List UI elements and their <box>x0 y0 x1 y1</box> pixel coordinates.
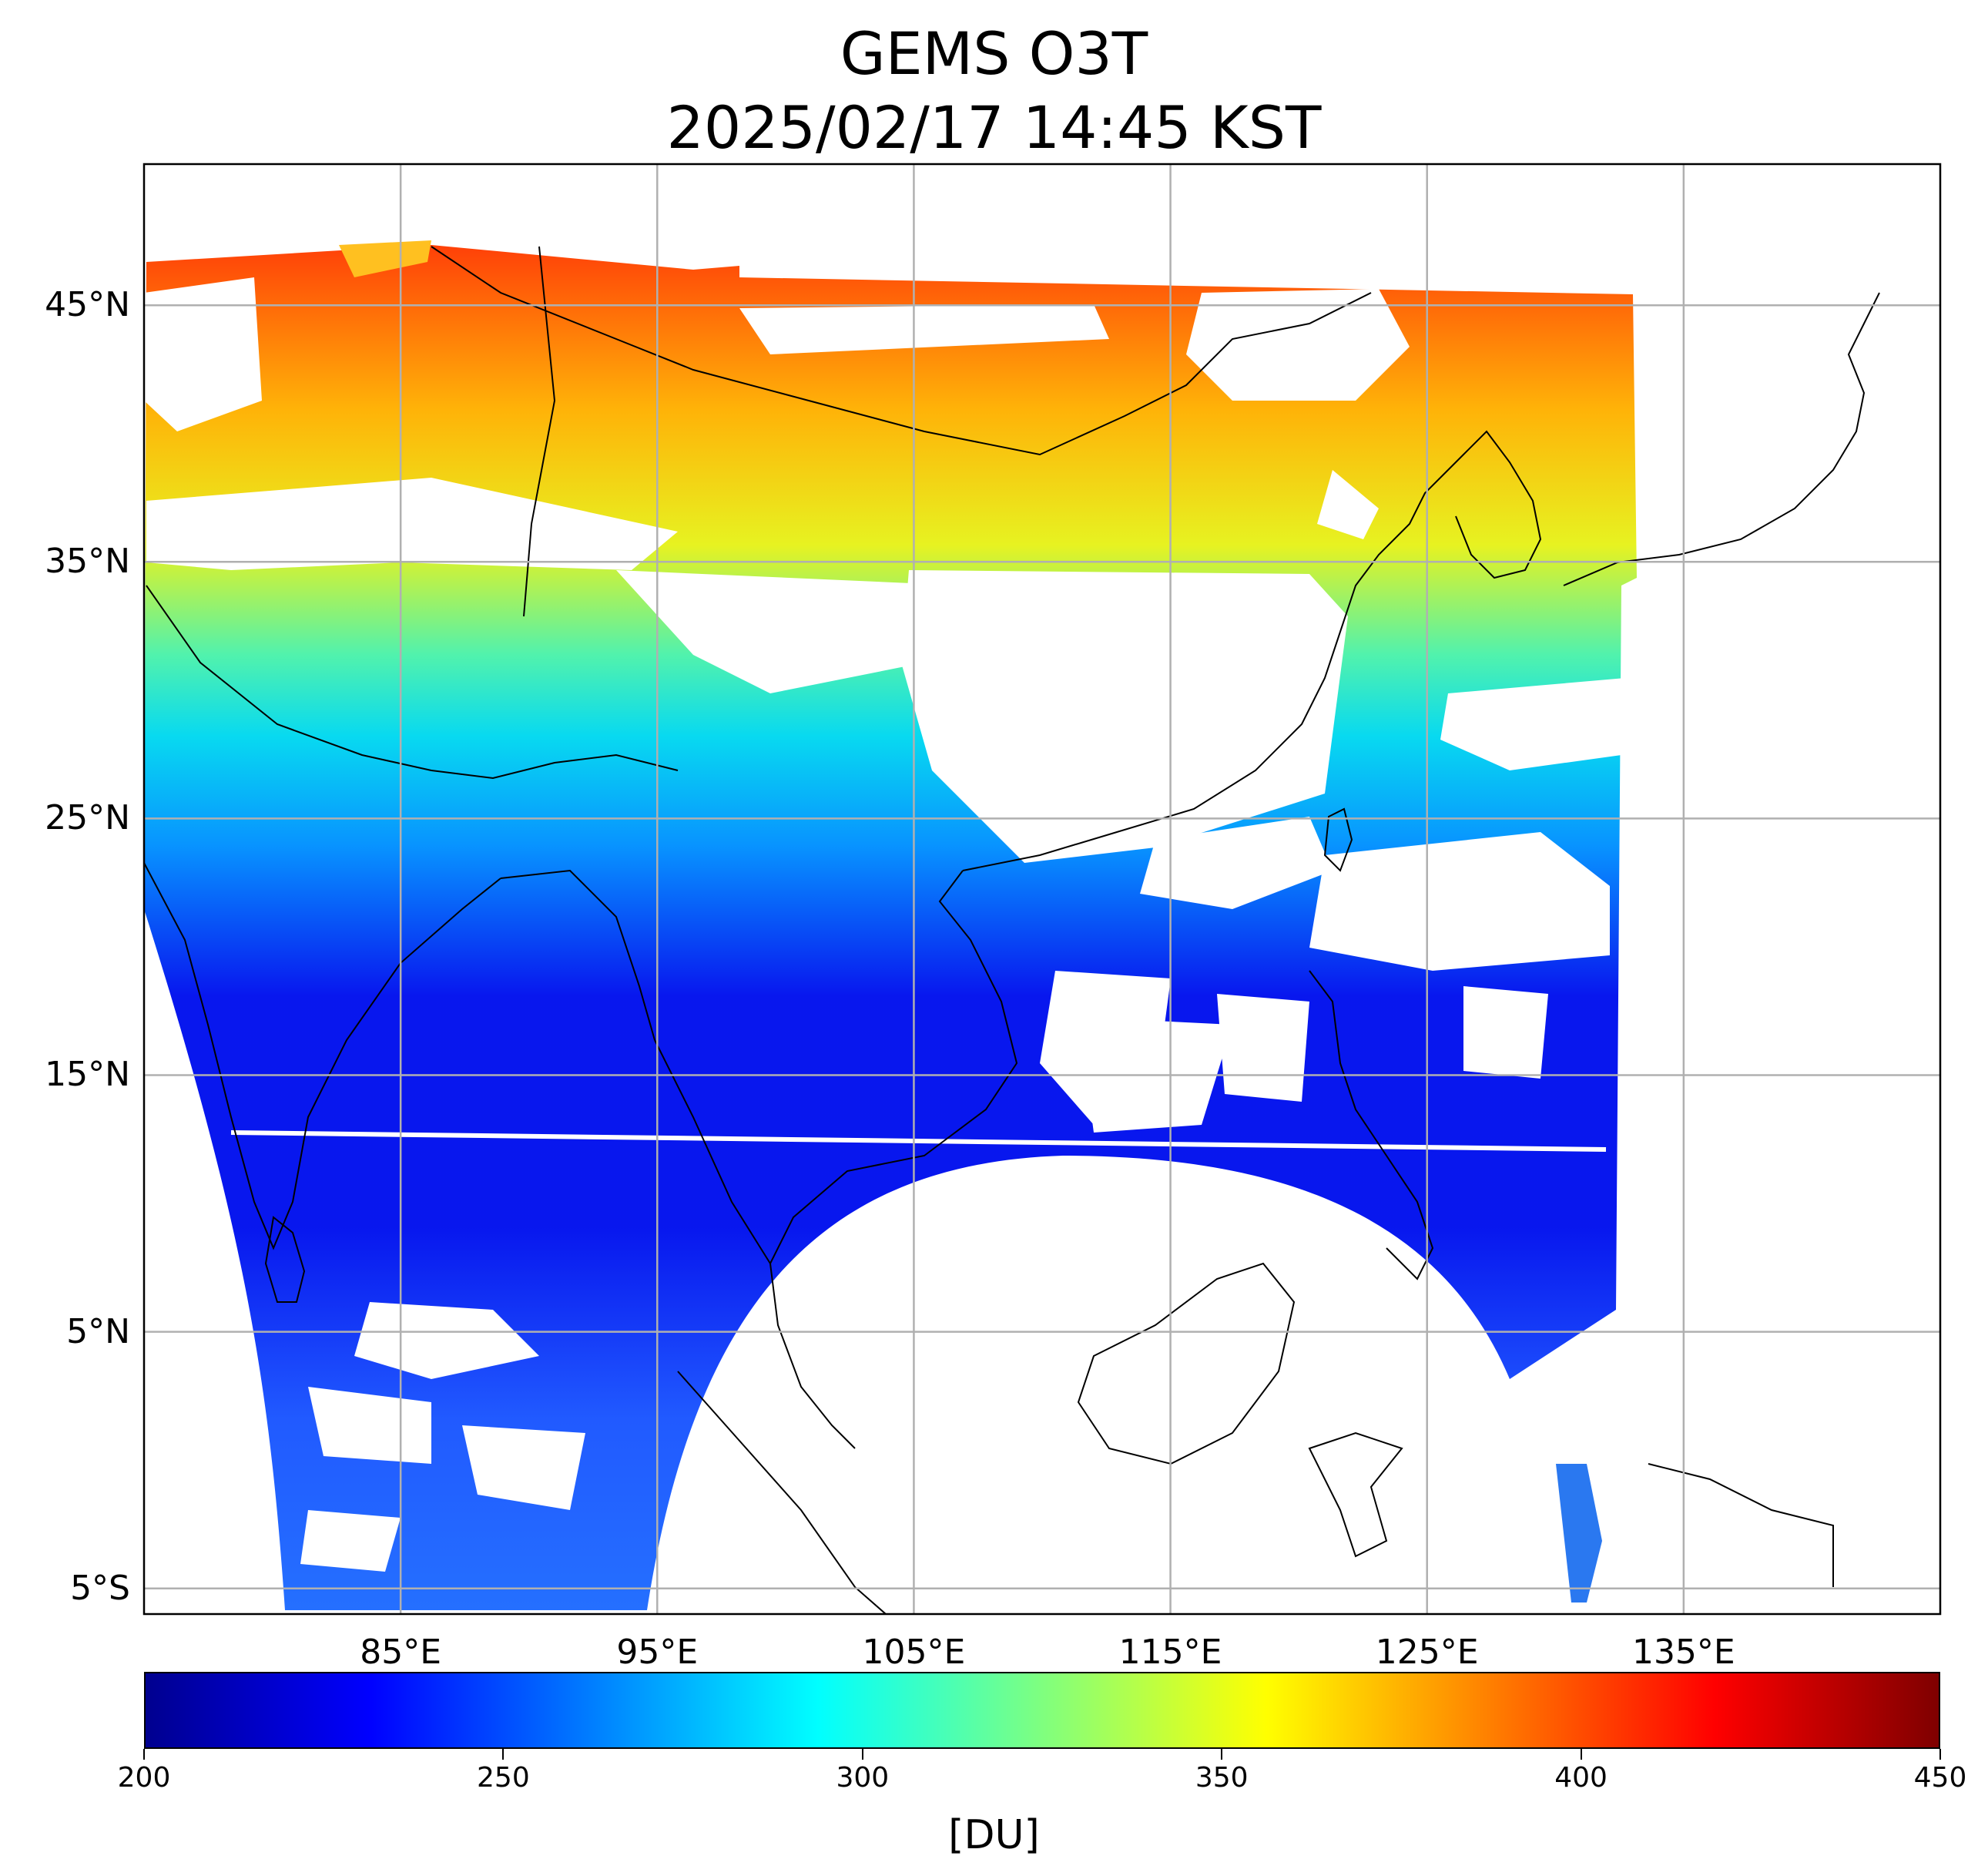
colorbar-tick-label-4: 400 <box>1554 1762 1607 1794</box>
lon-label-5: 135°E <box>1631 1633 1735 1672</box>
coast-sumatra <box>677 1371 887 1614</box>
coast-malay <box>769 1263 856 1449</box>
lat-label-3: 15°N <box>45 1055 130 1095</box>
colorbar-tick-label-1: 250 <box>477 1762 530 1794</box>
coast-china <box>962 477 1441 871</box>
border-himalaya <box>146 585 679 780</box>
colorbar-tick-label-2: 300 <box>836 1762 890 1794</box>
colorbar-tick-mark-3 <box>1221 1749 1223 1760</box>
map-title: GEMS O3T 2025/02/17 14:45 KST <box>0 17 1988 165</box>
lon-label-4: 125°E <box>1375 1633 1479 1672</box>
coast-sulawesi <box>1308 1431 1403 1558</box>
colorbar-unit-label: [DU] <box>948 1812 1040 1858</box>
colorbar <box>144 1672 1940 1749</box>
coast-newguinea <box>1648 1463 1834 1587</box>
colorbar-tick-mark-4 <box>1580 1749 1582 1760</box>
coast-bay-bengal <box>500 869 655 1041</box>
coast-srilanka <box>264 1216 306 1303</box>
coast-indochina <box>654 870 1018 1266</box>
ozone-field <box>144 240 1637 1610</box>
lat-label-1: 35°N <box>45 542 130 582</box>
title-product: GEMS O3T <box>840 19 1148 88</box>
colorbar-tick-mark-2 <box>861 1749 863 1760</box>
lon-label-3: 115°E <box>1118 1633 1222 1672</box>
colorbar-tick-label-0: 200 <box>117 1762 171 1794</box>
border-mongolia <box>431 246 1372 456</box>
lat-label-4: 5°N <box>66 1311 130 1351</box>
map-frame <box>142 163 1942 1616</box>
lon-label-1: 95°E <box>616 1633 699 1672</box>
coast-taiwan <box>1323 807 1353 872</box>
coast-philippines <box>1309 970 1434 1280</box>
coast-borneo <box>1077 1262 1296 1465</box>
title-datetime: 2025/02/17 14:45 KST <box>666 93 1322 162</box>
lat-label-5: 5°S <box>70 1568 130 1608</box>
colorbar-tick-mark-5 <box>1939 1749 1941 1760</box>
lat-label-2: 25°N <box>45 798 130 838</box>
orbit-seam <box>230 1130 1607 1152</box>
border-china-west <box>523 246 556 617</box>
missing-data-patches <box>144 277 1625 1572</box>
coast-korea <box>1440 430 1542 579</box>
colorbar-tick-mark-1 <box>502 1749 505 1760</box>
colorbar-tick-label-5: 450 <box>1913 1762 1967 1794</box>
lat-label-0: 45°N <box>45 285 130 325</box>
gridlines <box>144 164 1940 1614</box>
ozone-patch-indonesia <box>1556 1464 1602 1602</box>
colorbar-tick-label-3: 350 <box>1195 1762 1249 1794</box>
lon-label-2: 105°E <box>862 1633 966 1672</box>
ozone-patch-north <box>339 240 431 277</box>
lon-label-0: 85°E <box>360 1633 442 1672</box>
colorbar-tick-mark-0 <box>143 1749 145 1760</box>
coast-japan <box>1563 292 1880 586</box>
coastlines <box>144 246 1880 1614</box>
